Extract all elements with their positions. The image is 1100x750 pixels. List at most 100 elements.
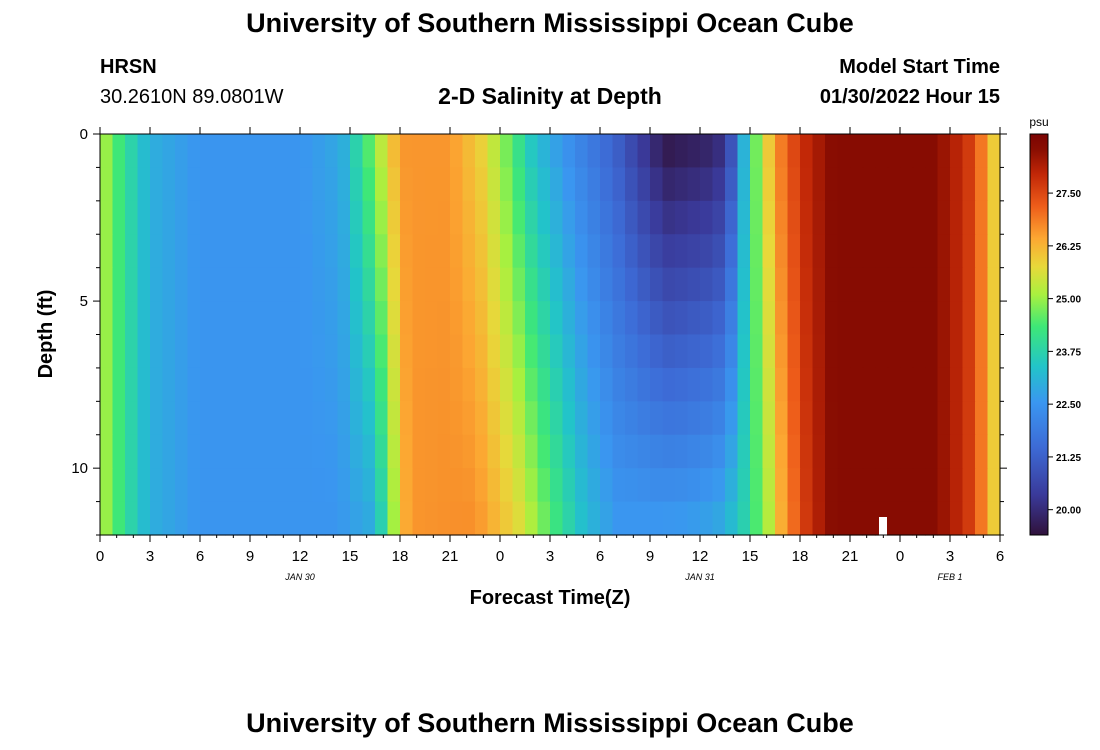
heatmap-cell <box>912 267 926 302</box>
heatmap-cell <box>887 167 901 202</box>
heatmap-cell <box>162 167 176 202</box>
heatmap-cell <box>537 434 551 469</box>
heatmap-cell <box>387 200 401 235</box>
heatmap-cell <box>812 468 826 503</box>
heatmap-cell <box>487 134 501 169</box>
x-date-label: JAN 31 <box>684 572 715 582</box>
heatmap-cell <box>475 267 489 302</box>
heatmap-cell <box>887 134 901 169</box>
heatmap-cell <box>375 267 389 302</box>
heatmap-cell <box>675 301 689 336</box>
heatmap-cell <box>400 234 414 269</box>
heatmap-cell <box>250 301 264 336</box>
heatmap-cell <box>300 401 314 436</box>
heatmap-cell <box>925 301 939 336</box>
heatmap-cell <box>650 267 664 302</box>
heatmap-cell <box>625 401 639 436</box>
heatmap-cell <box>812 434 826 469</box>
heatmap-cell <box>737 367 751 402</box>
heatmap-cell <box>937 501 951 536</box>
heatmap-cell <box>150 334 164 369</box>
heatmap-cell <box>737 267 751 302</box>
heatmap-cell <box>875 401 889 436</box>
heatmap-cell <box>200 134 214 169</box>
heatmap-cell <box>825 334 839 369</box>
x-tick-label: 21 <box>442 548 459 565</box>
heatmap-cell <box>575 401 589 436</box>
heatmap-cell <box>825 134 839 169</box>
heatmap-cell <box>112 301 126 336</box>
heatmap-cell <box>100 434 114 469</box>
heatmap-cell <box>812 267 826 302</box>
heatmap-cell <box>687 434 701 469</box>
heatmap-cell <box>512 468 526 503</box>
heatmap-cell <box>100 167 114 202</box>
heatmap-cell <box>425 367 439 402</box>
heatmap-cell <box>800 367 814 402</box>
heatmap-cell <box>937 267 951 302</box>
heatmap-cell <box>925 200 939 235</box>
heatmap-cell <box>500 167 514 202</box>
heatmap-cell <box>850 401 864 436</box>
heatmap-cell <box>312 334 326 369</box>
heatmap-cell <box>662 401 676 436</box>
heatmap-cell <box>800 301 814 336</box>
heatmap-cell <box>187 367 201 402</box>
heatmap-cell <box>700 468 714 503</box>
heatmap-cell <box>650 134 664 169</box>
heatmap-cell <box>187 134 201 169</box>
heatmap-cell <box>237 334 251 369</box>
heatmap-cell <box>225 334 239 369</box>
heatmap-cell <box>825 301 839 336</box>
heatmap-cell <box>212 367 226 402</box>
heatmap-cell <box>962 200 976 235</box>
heatmap-cell <box>412 334 426 369</box>
heatmap-cell <box>787 267 801 302</box>
heatmap-cell <box>137 468 151 503</box>
heatmap-cell <box>212 234 226 269</box>
heatmap-cell <box>112 134 126 169</box>
heatmap-cell <box>512 167 526 202</box>
heatmap-cell <box>175 200 189 235</box>
heatmap-cell <box>462 267 476 302</box>
heatmap-cell <box>837 134 851 169</box>
heatmap-cell <box>887 234 901 269</box>
heatmap-cell <box>200 434 214 469</box>
heatmap-cell <box>275 501 289 536</box>
heatmap-cell <box>512 434 526 469</box>
heatmap-cell <box>562 434 576 469</box>
heatmap-cell <box>412 401 426 436</box>
heatmap-cell <box>687 267 701 302</box>
heatmap-cell <box>225 501 239 536</box>
heatmap-cell <box>487 501 501 536</box>
heatmap-cell <box>812 401 826 436</box>
heatmap-cell <box>162 234 176 269</box>
heatmap-cell <box>737 301 751 336</box>
heatmap-cell <box>787 334 801 369</box>
model-start-value: 01/30/2022 Hour 15 <box>819 86 1000 108</box>
heatmap-cell <box>100 334 114 369</box>
heatmap-cell <box>575 334 589 369</box>
heatmap-cell <box>725 167 739 202</box>
heatmap-cell <box>937 334 951 369</box>
heatmap-cell <box>850 167 864 202</box>
heatmap-cell <box>587 234 601 269</box>
heatmap-cell <box>375 301 389 336</box>
heatmap-cell <box>350 334 364 369</box>
heatmap-cell <box>112 468 126 503</box>
heatmap-cell <box>625 301 639 336</box>
heatmap-cell <box>125 367 139 402</box>
heatmap-cell <box>250 367 264 402</box>
heatmap-cell <box>900 334 914 369</box>
heatmap-cell <box>512 401 526 436</box>
heatmap-cell <box>675 367 689 402</box>
heatmap-cell <box>662 468 676 503</box>
heatmap-cell <box>825 401 839 436</box>
heatmap-cell <box>700 367 714 402</box>
x-tick-label: 15 <box>342 548 359 565</box>
heatmap-cell <box>750 468 764 503</box>
heatmap-cell <box>175 468 189 503</box>
heatmap-cell <box>875 167 889 202</box>
heatmap-cell <box>625 167 639 202</box>
heatmap-cell <box>937 200 951 235</box>
